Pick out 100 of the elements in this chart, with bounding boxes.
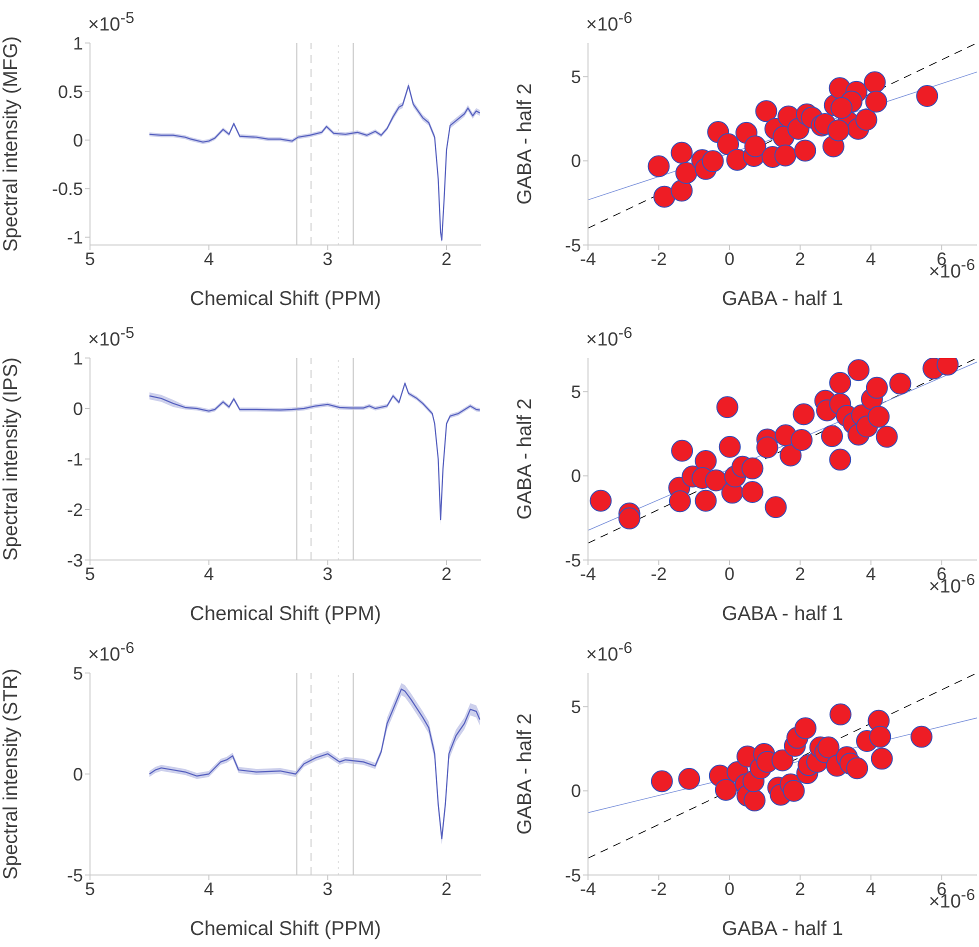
x-axis-title: GABA - half 1	[722, 288, 844, 310]
point	[718, 436, 741, 458]
y-tick-label: 0	[72, 398, 83, 419]
x-tick-label: 4	[204, 564, 214, 584]
x-tick-label: 0	[724, 248, 734, 269]
point	[764, 496, 787, 518]
point	[717, 133, 740, 156]
y-tick-label: 5	[72, 663, 83, 684]
x-tick-label: 0	[724, 564, 734, 584]
x-tick-label: 4	[204, 248, 214, 269]
x-axis-title: GABA - half 1	[722, 918, 844, 940]
y-tick-label: -5	[564, 550, 581, 570]
point	[694, 490, 717, 512]
x-tick-label: -4	[580, 878, 596, 899]
y-tick-label: 1	[72, 348, 83, 368]
point	[755, 100, 778, 122]
point	[705, 469, 728, 492]
point	[590, 490, 612, 512]
point	[855, 108, 878, 131]
point	[648, 155, 670, 178]
point	[846, 757, 868, 780]
y-tick-label: 0	[570, 466, 581, 486]
x-tick-label: 3	[322, 248, 333, 269]
y-tick-label: 0	[570, 781, 581, 802]
point	[817, 736, 840, 758]
point	[830, 96, 853, 119]
x-tick-label: 3	[322, 564, 333, 584]
y-tick-label: -5	[66, 865, 83, 886]
y-tick-label: -1	[66, 449, 83, 470]
point	[716, 396, 738, 418]
point	[668, 490, 691, 512]
y-tick-label: 5	[570, 697, 581, 718]
x-tick-label: 2	[795, 564, 806, 584]
point	[910, 726, 932, 748]
y-tick-label: -0.5	[52, 179, 83, 200]
x-axis-title: GABA - half 1	[722, 603, 844, 625]
y-tick-label: 0	[72, 764, 83, 784]
x-tick-label: 2	[795, 248, 806, 269]
point	[866, 376, 888, 399]
x-axis-title: Chemical Shift (PPM)	[190, 918, 382, 940]
point	[653, 186, 676, 208]
y-axis-title: GABA - half 2	[514, 398, 536, 520]
x-tick-label: -4	[580, 564, 596, 584]
point	[741, 480, 764, 503]
point	[782, 780, 805, 802]
y-axis-title: Spectral intensity (STR)	[0, 668, 22, 880]
point	[829, 703, 852, 726]
text: ×10$^{-6}$	[586, 640, 632, 666]
y-axis-title: GABA - half 2	[514, 713, 536, 835]
point	[790, 428, 813, 451]
y-tick-label: 0	[570, 151, 581, 172]
point	[671, 440, 694, 462]
y-tick-label: -1	[66, 228, 83, 248]
x-tick-label: -2	[650, 564, 667, 584]
point	[870, 748, 893, 770]
point	[868, 406, 890, 428]
x-tick-label: 2	[795, 878, 806, 899]
point	[876, 426, 898, 448]
point	[774, 144, 796, 166]
text: ×10$^{-6}$	[586, 325, 632, 352]
text: ×10$^{-5}$	[88, 10, 134, 36]
point	[744, 789, 766, 812]
point	[772, 749, 794, 772]
y-tick-label: -5	[564, 865, 581, 886]
y-tick-label: -2	[66, 500, 83, 520]
y-tick-label: 5	[570, 67, 581, 88]
point	[744, 135, 766, 158]
text: ×10$^{-5}$	[88, 325, 134, 352]
y-tick-label: 0.5	[58, 82, 83, 102]
x-axis-title: Chemical Shift (PPM)	[190, 603, 382, 625]
point	[916, 85, 938, 108]
x-tick-label: 2	[442, 878, 452, 899]
point	[827, 119, 850, 142]
x-tick-label: -2	[650, 248, 667, 269]
x-tick-label: 2	[442, 248, 452, 269]
point	[670, 180, 693, 202]
point	[864, 71, 886, 94]
point	[670, 142, 693, 164]
point	[650, 770, 673, 792]
y-axis-title: Spectral intensity (IPS)	[0, 357, 22, 561]
y-tick-label: -5	[564, 235, 581, 256]
point	[675, 162, 698, 184]
text: ×10$^{-6}$	[88, 640, 134, 666]
x-tick-label: 4	[866, 878, 876, 899]
point	[780, 444, 802, 466]
x-tick-label: 4	[204, 878, 214, 899]
point	[714, 778, 737, 801]
point	[794, 140, 816, 162]
text: ×10$^{-6}$	[586, 10, 632, 36]
x-tick-label: -4	[580, 248, 596, 269]
point	[865, 90, 888, 113]
point	[829, 372, 852, 394]
point	[821, 425, 844, 448]
point	[829, 448, 852, 471]
point	[848, 359, 870, 382]
y-tick-label: 5	[570, 382, 581, 402]
y-tick-label: 0	[72, 130, 83, 151]
x-tick-label: -2	[650, 878, 667, 899]
x-tick-label: 4	[866, 248, 876, 269]
point	[889, 372, 912, 395]
